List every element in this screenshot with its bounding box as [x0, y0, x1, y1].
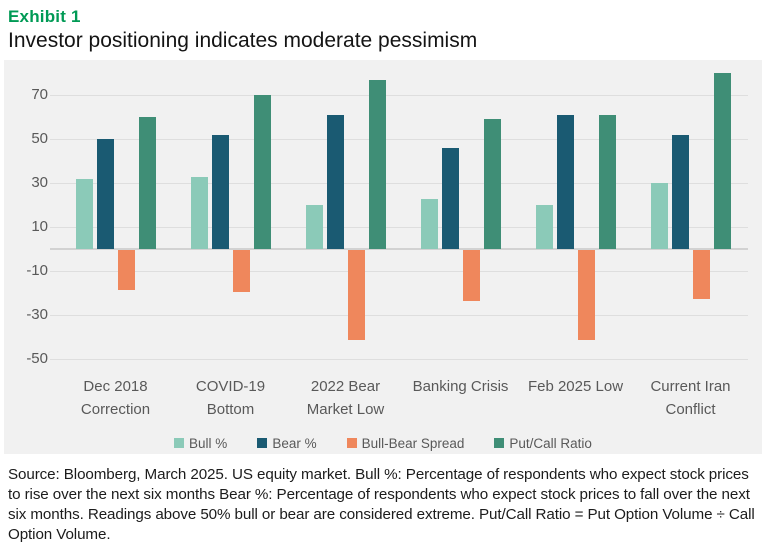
bar-bear-covid-19-bottom — [211, 134, 229, 250]
legend-label: Bear % — [272, 435, 317, 451]
bar-group-2022-bear-market-low — [305, 60, 386, 368]
chart-panel: 70 50 30 10 -10 -30 -50 Dec 2018 Correction COVI… — [4, 60, 762, 454]
gridline-10 — [50, 226, 748, 228]
legend-item-bull: Bull % — [174, 436, 227, 451]
bar-bull-banking-crisis — [420, 198, 438, 250]
bar-bull-bear-spread-current-iran-conflict — [692, 250, 710, 299]
legend-swatch-icon — [257, 438, 268, 448]
bar-bull-2022-bear-market-low — [305, 205, 323, 250]
bar-bear-banking-crisis — [441, 148, 459, 250]
bar-bull-bear-spread-feb-2025-low — [577, 250, 595, 341]
y-tick-label: 30 — [31, 174, 48, 192]
bar-put-call-ratio-2022-bear-market-low — [368, 79, 386, 250]
bar-put-call-ratio-feb-2025-low — [598, 115, 616, 250]
bar-bear-feb-2025-low — [556, 115, 574, 250]
x-label-feb-2025-low: Feb 2025 Low — [527, 378, 624, 395]
exhibit-label: Exhibit 1 — [8, 7, 81, 26]
y-tick-label: 70 — [31, 86, 48, 104]
legend-item-put-call-ratio: Put/Call Ratio — [494, 436, 592, 451]
gridline--50 — [50, 358, 748, 360]
gridline--10 — [50, 270, 748, 272]
x-label-2022-bear-market-low: 2022 Bear Market Low — [306, 378, 385, 419]
bar-groups — [58, 60, 748, 368]
bar-bear-2022-bear-market-low — [326, 115, 344, 250]
gridline--30 — [50, 314, 748, 316]
bar-bull-current-iran-conflict — [650, 183, 668, 250]
y-tick-label: -10 — [26, 262, 48, 280]
plot-area: 70 50 30 10 -10 -30 -50 — [26, 60, 748, 368]
bar-group-dec-2018-correction — [75, 60, 156, 368]
header: Exhibit 1 Investor positioning indicates… — [0, 0, 766, 56]
bar-bear-current-iran-conflict — [671, 134, 689, 250]
bar-bull-bear-spread-2022-bear-market-low — [347, 250, 365, 341]
bar-group-current-iran-conflict — [650, 60, 731, 368]
x-axis-labels: Dec 2018 Correction COVID-19 Bottom 2022 Bea… — [58, 375, 748, 422]
source-note: Source: Bloomberg, March 2025. US equity… — [8, 466, 755, 544]
y-tick-label: -30 — [26, 306, 48, 324]
bar-bear-dec-2018-correction — [96, 139, 114, 250]
bar-put-call-ratio-covid-19-bottom — [253, 95, 271, 250]
gridline-30 — [50, 182, 748, 184]
x-label-current-iran-conflict: Current Iran Conflict — [650, 378, 731, 419]
bar-bull-dec-2018-correction — [75, 178, 93, 250]
bar-bull-covid-19-bottom — [190, 176, 208, 250]
bar-group-covid-19-bottom — [190, 60, 271, 368]
bar-put-call-ratio-banking-crisis — [483, 119, 501, 250]
chart-title: Investor positioning indicates moderate … — [8, 29, 478, 52]
x-label-banking-crisis: Banking Crisis — [412, 378, 509, 395]
legend-swatch-icon — [174, 438, 185, 448]
bar-put-call-ratio-dec-2018-correction — [138, 117, 156, 250]
bar-group-feb-2025-low — [535, 60, 616, 368]
legend: Bull % Bear % Bull-Bear Spread Put/Call Rat… — [4, 436, 762, 451]
bar-bull-bear-spread-dec-2018-correction — [117, 250, 135, 290]
y-tick-label: 10 — [31, 218, 48, 236]
bar-bull-bear-spread-covid-19-bottom — [232, 250, 250, 292]
legend-swatch-icon — [346, 438, 357, 448]
gridline-50 — [50, 138, 748, 140]
zero-axis-line — [50, 248, 748, 251]
gridline-70 — [50, 94, 748, 96]
legend-item-bear: Bear % — [257, 435, 317, 451]
y-tick-label: 50 — [31, 130, 48, 148]
bar-bull-feb-2025-low — [535, 205, 553, 250]
legend-item-bull-bear-spread: Bull-Bear Spread — [346, 435, 465, 451]
bar-put-call-ratio-current-iran-conflict — [713, 73, 731, 250]
legend-label: Bull % — [189, 435, 228, 451]
legend-label: Put/Call Ratio — [509, 435, 592, 451]
legend-swatch-icon — [494, 438, 505, 448]
y-tick-label: -50 — [26, 350, 48, 368]
bar-bull-bear-spread-banking-crisis — [462, 250, 480, 301]
bar-group-banking-crisis — [420, 60, 501, 368]
legend-label: Bull-Bear Spread — [361, 435, 465, 451]
x-label-covid-19-bottom: COVID-19 Bottom — [195, 378, 266, 419]
x-label-dec-2018-correction: Dec 2018 Correction — [80, 378, 151, 419]
